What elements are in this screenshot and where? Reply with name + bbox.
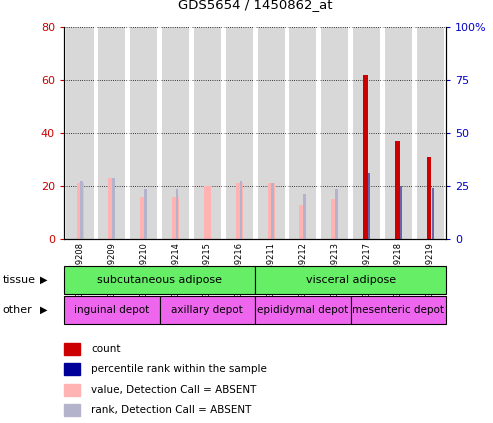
Bar: [162, 27, 189, 239]
Bar: [368, 173, 370, 239]
Bar: [144, 189, 146, 239]
Bar: [395, 141, 399, 239]
Bar: [400, 186, 402, 239]
Bar: [67, 27, 94, 239]
Text: visceral adipose: visceral adipose: [306, 275, 396, 285]
Bar: [160, 296, 255, 324]
Bar: [426, 157, 431, 239]
Bar: [98, 27, 125, 239]
Bar: [176, 189, 178, 239]
Text: mesenteric depot: mesenteric depot: [352, 305, 444, 315]
Bar: [303, 194, 306, 239]
Bar: [289, 27, 317, 239]
Text: count: count: [91, 344, 121, 354]
Text: ▶: ▶: [40, 275, 48, 285]
Bar: [236, 184, 243, 239]
Bar: [64, 296, 160, 324]
Bar: [112, 178, 115, 239]
Bar: [335, 189, 338, 239]
Bar: [226, 27, 253, 239]
Text: value, Detection Call = ABSENT: value, Detection Call = ABSENT: [91, 385, 256, 395]
Text: ▶: ▶: [40, 305, 48, 315]
Text: subcutaneous adipose: subcutaneous adipose: [97, 275, 222, 285]
Bar: [204, 186, 211, 239]
Bar: [257, 27, 284, 239]
Bar: [331, 199, 338, 239]
Bar: [76, 184, 83, 239]
Bar: [140, 197, 147, 239]
Bar: [255, 266, 446, 294]
Text: inguinal depot: inguinal depot: [74, 305, 149, 315]
Bar: [271, 184, 274, 239]
Bar: [432, 188, 434, 239]
Bar: [240, 181, 242, 239]
Bar: [417, 27, 444, 239]
Bar: [108, 178, 115, 239]
Text: GDS5654 / 1450862_at: GDS5654 / 1450862_at: [178, 0, 332, 11]
Bar: [363, 75, 368, 239]
Text: other: other: [2, 305, 32, 315]
Text: epididymal depot: epididymal depot: [257, 305, 349, 315]
Bar: [385, 27, 412, 239]
Bar: [351, 296, 446, 324]
Bar: [353, 27, 380, 239]
Text: tissue: tissue: [2, 275, 35, 285]
Text: percentile rank within the sample: percentile rank within the sample: [91, 364, 267, 374]
Bar: [299, 205, 306, 239]
Bar: [194, 27, 221, 239]
Bar: [130, 27, 157, 239]
Bar: [64, 266, 255, 294]
Bar: [255, 296, 351, 324]
Bar: [80, 181, 83, 239]
Bar: [172, 197, 179, 239]
Bar: [321, 27, 348, 239]
Text: rank, Detection Call = ABSENT: rank, Detection Call = ABSENT: [91, 405, 251, 415]
Bar: [268, 184, 275, 239]
Text: axillary depot: axillary depot: [172, 305, 243, 315]
